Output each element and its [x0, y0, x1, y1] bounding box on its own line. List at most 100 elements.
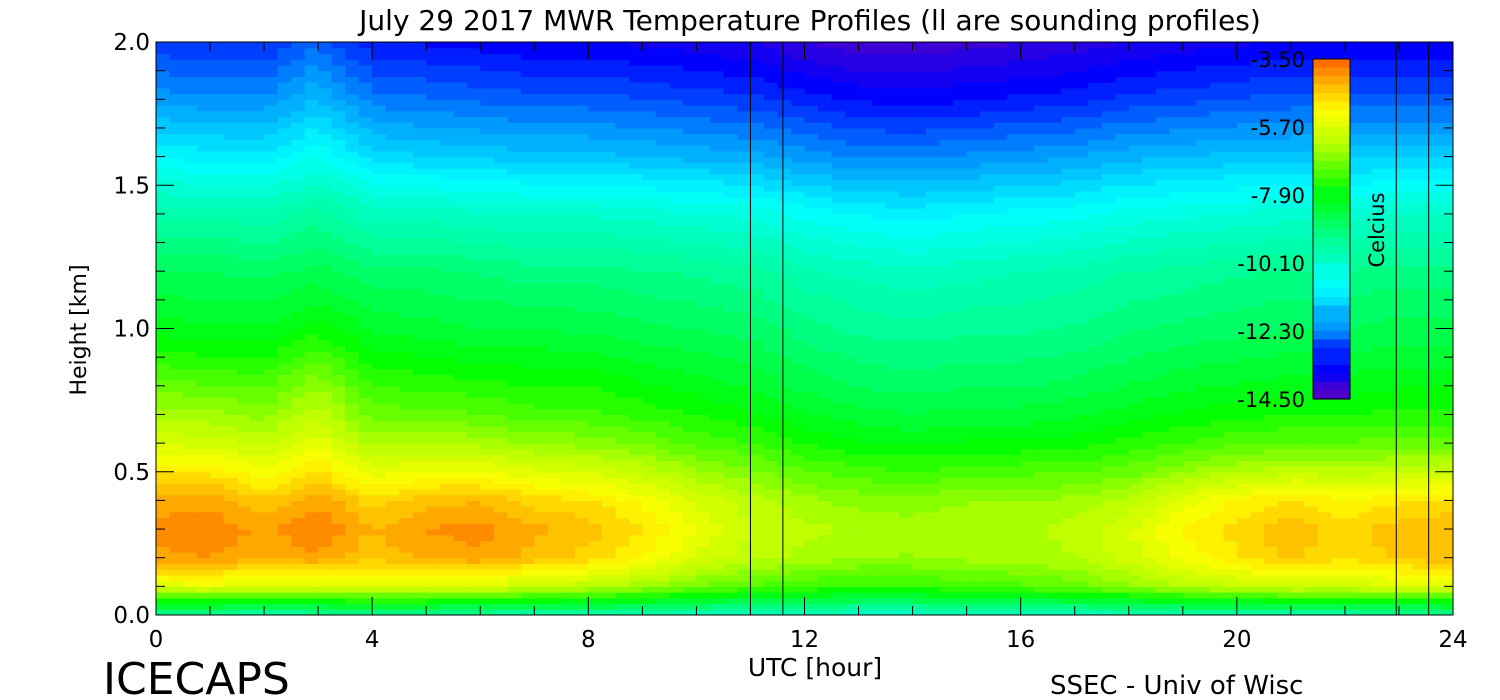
heatmap-cell	[196, 488, 211, 496]
heatmap-cell	[183, 179, 198, 186]
heatmap-cell	[669, 299, 684, 307]
heatmap-cell	[453, 402, 468, 410]
heatmap-cell	[480, 231, 495, 238]
heatmap-cell	[507, 420, 522, 427]
heatmap-cell	[399, 299, 414, 307]
heatmap-cell	[534, 248, 549, 255]
heatmap-cell	[196, 271, 211, 278]
heatmap-cell	[615, 385, 630, 393]
heatmap-cell	[723, 202, 738, 209]
heatmap-cell	[399, 546, 414, 553]
heatmap-cell	[534, 208, 549, 215]
heatmap-cell	[615, 116, 630, 123]
heatmap-cell	[345, 546, 360, 553]
heatmap-cell	[345, 150, 360, 158]
heatmap-cell	[534, 529, 549, 536]
heatmap-cell	[615, 460, 630, 467]
heatmap-cell	[763, 299, 779, 307]
heatmap-cell	[412, 351, 427, 358]
heatmap-cell	[804, 334, 819, 341]
heatmap-cell	[439, 414, 454, 421]
heatmap-cell	[804, 448, 819, 456]
heatmap-cell	[628, 173, 643, 181]
heatmap-cell	[547, 368, 562, 375]
heatmap-cell	[615, 408, 630, 416]
heatmap-cell	[439, 168, 454, 175]
heatmap-cell	[642, 592, 657, 599]
heatmap-cell	[615, 402, 630, 410]
heatmap-cell	[196, 402, 211, 410]
heatmap-cell	[318, 311, 333, 318]
heatmap-cell	[304, 351, 319, 358]
heatmap-cell	[358, 511, 373, 519]
heatmap-cell	[412, 185, 427, 192]
heatmap-cell	[385, 569, 400, 576]
heatmap-cell	[250, 454, 265, 461]
heatmap-cell	[210, 586, 225, 593]
heatmap-cell	[372, 254, 387, 261]
heatmap-cell	[709, 150, 725, 158]
heatmap-cell	[426, 420, 441, 427]
heatmap-cell	[493, 483, 508, 490]
heatmap-cell	[763, 592, 779, 599]
heatmap-cell	[628, 414, 643, 421]
heatmap-cell	[439, 540, 454, 547]
heatmap-cell	[223, 603, 238, 610]
heatmap-cell	[345, 569, 360, 576]
heatmap-cell	[291, 414, 306, 421]
heatmap-cell	[777, 563, 792, 570]
heatmap-cell	[763, 574, 779, 582]
heatmap-cell	[682, 374, 698, 381]
heatmap-cell	[750, 374, 765, 381]
heatmap-cell	[183, 357, 198, 364]
heatmap-cell	[628, 368, 643, 375]
heatmap-cell	[223, 385, 238, 393]
heatmap-cell	[426, 82, 441, 89]
heatmap-cell	[818, 168, 833, 175]
heatmap-cell	[345, 122, 360, 129]
heatmap-cell	[453, 294, 468, 301]
heatmap-cell	[520, 168, 535, 175]
heatmap-cell	[264, 311, 279, 318]
heatmap-cell	[372, 391, 387, 398]
heatmap-cell	[183, 592, 198, 599]
heatmap-cell	[561, 506, 576, 513]
heatmap-cell	[507, 374, 522, 381]
heatmap-cell	[642, 517, 657, 524]
heatmap-cell	[264, 506, 279, 513]
heatmap-cell	[601, 99, 616, 106]
heatmap-cell	[507, 345, 522, 353]
heatmap-cell	[588, 42, 603, 49]
heatmap-cell	[507, 219, 522, 226]
heatmap-cell	[615, 145, 630, 152]
heatmap-cell	[547, 219, 562, 226]
heatmap-cell	[763, 477, 779, 484]
heatmap-cell	[804, 345, 819, 353]
heatmap-cell	[696, 408, 711, 416]
heatmap-cell	[669, 248, 684, 255]
heatmap-cell	[183, 305, 198, 312]
heatmap-cell	[520, 460, 535, 467]
heatmap-cell	[628, 288, 643, 295]
heatmap-cell	[818, 603, 833, 610]
heatmap-cell	[696, 202, 711, 209]
heatmap-cell	[250, 179, 265, 186]
heatmap-cell	[399, 483, 414, 490]
heatmap-cell	[264, 466, 279, 473]
heatmap-cell	[642, 213, 657, 221]
heatmap-cell	[655, 546, 670, 553]
heatmap-cell	[561, 150, 576, 158]
heatmap-cell	[291, 511, 306, 519]
heatmap-cell	[790, 87, 806, 95]
heatmap-cell	[412, 483, 427, 490]
heatmap-cell	[723, 162, 738, 169]
heatmap-cell	[642, 586, 657, 593]
heatmap-cell	[628, 557, 643, 565]
heatmap-cell	[480, 288, 495, 295]
heatmap-cell	[696, 99, 711, 106]
heatmap-cell	[601, 569, 616, 576]
heatmap-cell	[507, 168, 522, 175]
heatmap-cell	[642, 59, 657, 66]
heatmap-cell	[818, 265, 833, 272]
heatmap-cell	[507, 225, 522, 232]
